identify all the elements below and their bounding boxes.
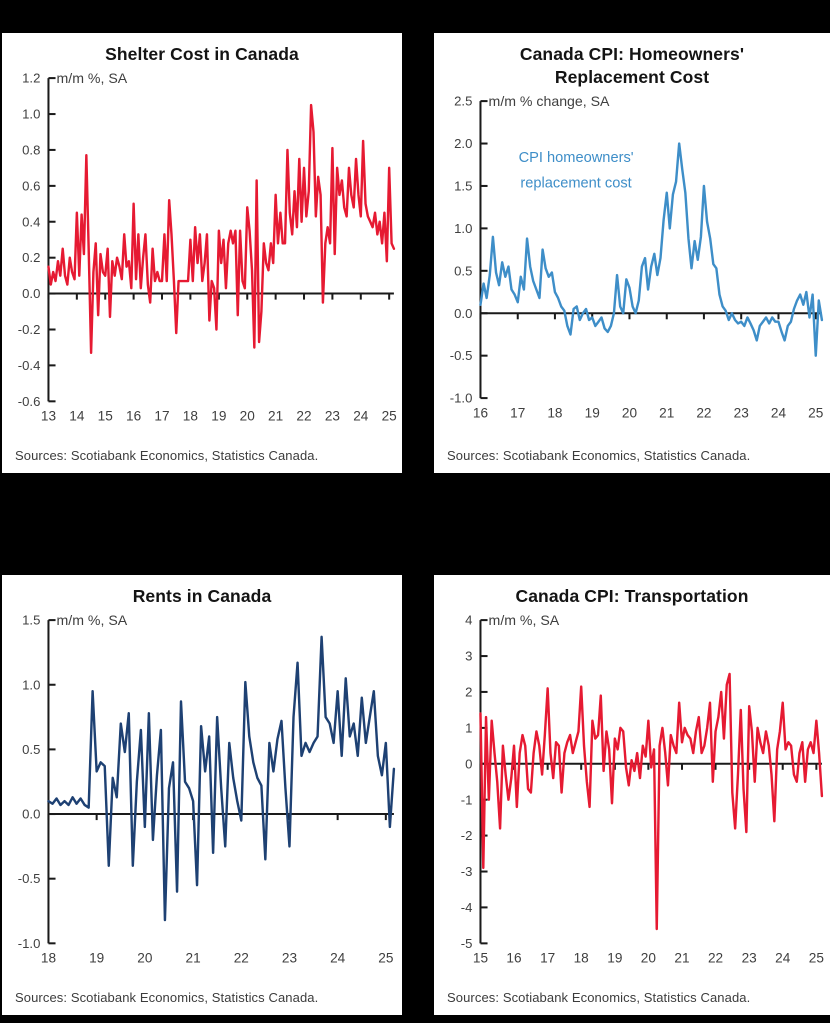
sources-note: Sources: Scotiabank Economics, Statistic… — [447, 448, 751, 463]
svg-text:17: 17 — [154, 408, 169, 423]
svg-text:22: 22 — [296, 408, 311, 423]
chart-panel-homeowners-replacement-cost: Canada CPI: Homeowners' Replacement Cost… — [434, 33, 830, 473]
svg-text:m/m %, SA: m/m %, SA — [57, 612, 128, 628]
svg-text:1.0: 1.0 — [454, 220, 472, 235]
svg-text:0.0: 0.0 — [22, 286, 40, 301]
chart-panel-transportation: Canada CPI: Transportation 4 3 2 1 0 -1 -2 -3 -4… — [434, 575, 830, 1015]
svg-text:23: 23 — [742, 950, 757, 965]
svg-text:20: 20 — [622, 405, 638, 420]
svg-text:1.2: 1.2 — [22, 70, 40, 85]
svg-text:2: 2 — [465, 684, 472, 699]
svg-text:0.2: 0.2 — [22, 250, 40, 265]
svg-text:-3: -3 — [461, 864, 473, 879]
svg-text:1.0: 1.0 — [22, 677, 40, 692]
svg-text:m/m %, SA: m/m %, SA — [57, 70, 128, 86]
chart-panel-shelter-cost: Shelter Cost in Canada 1.2 1.0 0.8 0.6 0.4 0.… — [2, 33, 402, 473]
svg-text:1.5: 1.5 — [454, 178, 472, 193]
svg-text:-5: -5 — [461, 936, 473, 951]
svg-text:24: 24 — [775, 950, 791, 965]
svg-text:16: 16 — [473, 405, 488, 420]
chart-title-homeowners-replacement-cost: Canada CPI: Homeowners' Replacement Cost — [519, 44, 745, 87]
svg-text:21: 21 — [268, 408, 283, 423]
svg-text:-0.5: -0.5 — [18, 871, 41, 886]
svg-text:-1.0: -1.0 — [450, 390, 473, 405]
chart-panel-rents: Rents in Canada 1.5 1.0 0.5 0.0 -0.5 -1.0 18 19… — [2, 575, 402, 1015]
svg-text:1.0: 1.0 — [22, 106, 40, 121]
svg-text:-0.2: -0.2 — [18, 322, 41, 337]
svg-text:0.8: 0.8 — [22, 142, 40, 157]
svg-text:18: 18 — [41, 950, 56, 965]
svg-text:24: 24 — [330, 950, 346, 965]
svg-text:13: 13 — [41, 408, 56, 423]
svg-text:17: 17 — [540, 950, 555, 965]
svg-text:20: 20 — [137, 950, 153, 965]
svg-text:-0.6: -0.6 — [18, 394, 41, 409]
chart-title-transportation: Canada CPI: Transportation — [515, 586, 749, 606]
svg-text:22: 22 — [696, 405, 711, 420]
sources-note: Sources: Scotiabank Economics, Statistic… — [447, 990, 751, 1005]
svg-text:20: 20 — [240, 408, 256, 423]
svg-text:-0.5: -0.5 — [450, 348, 473, 363]
shelter-cost-line-chart: 1.2 1.0 0.8 0.6 0.4 0.2 0.0 -0.2 -0.4 -0.613 14 15 1… — [18, 70, 397, 423]
svg-text:18: 18 — [574, 950, 589, 965]
svg-text:18: 18 — [183, 408, 198, 423]
svg-text:16: 16 — [126, 408, 141, 423]
svg-text:0.6: 0.6 — [22, 178, 40, 193]
svg-text:1: 1 — [465, 720, 472, 735]
svg-text:2.0: 2.0 — [454, 136, 472, 151]
svg-text:18: 18 — [547, 405, 562, 420]
svg-text:4: 4 — [465, 612, 472, 627]
svg-text:21: 21 — [659, 405, 674, 420]
svg-text:19: 19 — [89, 950, 104, 965]
svg-text:22: 22 — [708, 950, 723, 965]
svg-text:25: 25 — [382, 408, 397, 423]
svg-text:0.4: 0.4 — [22, 214, 40, 229]
sources-note: Sources: Scotiabank Economics, Statistic… — [15, 448, 319, 463]
svg-text:24: 24 — [353, 408, 369, 423]
svg-text:25: 25 — [378, 950, 393, 965]
svg-text:2.5: 2.5 — [454, 93, 472, 108]
svg-text:19: 19 — [585, 405, 600, 420]
svg-text:0: 0 — [465, 756, 472, 771]
svg-text:0.0: 0.0 — [22, 806, 40, 821]
svg-text:23: 23 — [734, 405, 749, 420]
svg-text:23: 23 — [325, 408, 340, 423]
svg-text:0.5: 0.5 — [22, 742, 40, 757]
svg-text:0.5: 0.5 — [454, 263, 472, 278]
svg-text:17: 17 — [510, 405, 525, 420]
svg-text:21: 21 — [186, 950, 201, 965]
svg-text:1.5: 1.5 — [22, 612, 40, 627]
svg-text:-0.4: -0.4 — [18, 358, 41, 373]
svg-text:replacement cost: replacement cost — [520, 175, 631, 191]
svg-text:21: 21 — [674, 950, 689, 965]
svg-text:15: 15 — [98, 408, 113, 423]
svg-text:m/m %, SA: m/m %, SA — [489, 612, 560, 628]
svg-text:24: 24 — [771, 405, 787, 420]
svg-text:16: 16 — [506, 950, 521, 965]
svg-text:15: 15 — [473, 950, 488, 965]
chart-title-shelter-cost: Shelter Cost in Canada — [105, 44, 299, 64]
svg-text:20: 20 — [641, 950, 657, 965]
svg-text:22: 22 — [234, 950, 249, 965]
svg-text:3: 3 — [465, 648, 472, 663]
svg-text:-1.0: -1.0 — [18, 936, 41, 951]
svg-text:CPI homeowners': CPI homeowners' — [519, 150, 634, 166]
svg-text:-1: -1 — [461, 792, 473, 807]
svg-text:m/m % change, SA: m/m % change, SA — [489, 93, 610, 109]
svg-text:-2: -2 — [461, 828, 473, 843]
chart-title-rents: Rents in Canada — [132, 586, 272, 606]
svg-text:19: 19 — [211, 408, 226, 423]
sources-note: Sources: Scotiabank Economics, Statistic… — [15, 990, 319, 1005]
svg-text:-4: -4 — [461, 900, 473, 915]
svg-text:14: 14 — [69, 408, 85, 423]
svg-text:25: 25 — [808, 405, 823, 420]
homeowners-replacement-cost-line-chart: 2.5 2.0 1.5 1.0 0.5 0.0 -0.5 -1.016 17 18 19 20 21 22… — [450, 93, 824, 420]
svg-text:19: 19 — [607, 950, 622, 965]
svg-text:23: 23 — [282, 950, 297, 965]
svg-text:0.0: 0.0 — [454, 305, 472, 320]
rents-line-chart: 1.5 1.0 0.5 0.0 -0.5 -1.018 19 20 21 22 23 24 25 m/m … — [18, 612, 396, 965]
svg-text:25: 25 — [809, 950, 824, 965]
